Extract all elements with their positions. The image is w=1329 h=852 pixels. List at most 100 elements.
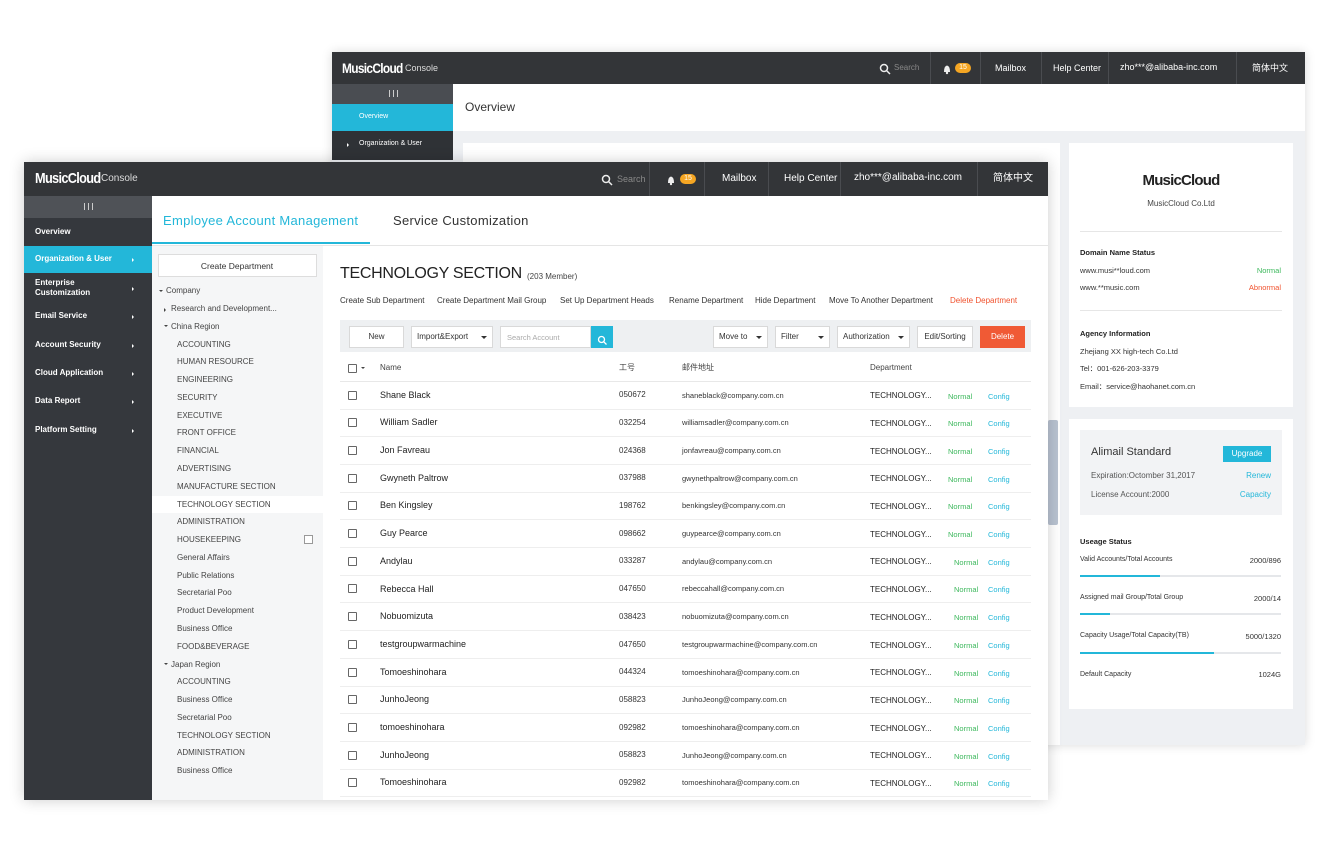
checkbox[interactable] [348, 418, 357, 428]
checkbox[interactable] [348, 722, 357, 732]
back-nav-item[interactable]: Overview [359, 112, 389, 120]
nav-item[interactable]: Account Security [35, 340, 101, 350]
config-link[interactable]: Config [988, 613, 1010, 623]
tree-item[interactable]: FINANCIAL [177, 446, 219, 456]
config-link[interactable]: Config [988, 696, 1010, 706]
tree-item[interactable]: ACCOUNTING [177, 339, 231, 349]
config-link[interactable]: Config [988, 640, 1010, 650]
tree-item[interactable]: Public Relations [177, 570, 235, 580]
checkbox[interactable] [348, 750, 357, 760]
new-button-label[interactable]: New [368, 332, 385, 342]
help-link[interactable]: Help Center [1053, 62, 1102, 73]
user-email[interactable]: zho***@alibaba-inc.com [854, 172, 962, 183]
tree-item[interactable]: Secretarial Poo [177, 712, 232, 722]
nav-item[interactable]: Data Report [35, 396, 81, 406]
department-action[interactable]: Hide Department [755, 296, 816, 306]
config-link[interactable]: Config [988, 419, 1010, 429]
filter-button-label[interactable]: Filter [781, 332, 799, 342]
delete-button-label[interactable]: Delete [990, 332, 1015, 342]
department-action[interactable]: Create Sub Department [340, 296, 425, 306]
nav-item[interactable]: Overview [35, 227, 71, 237]
config-link[interactable]: Config [988, 530, 1010, 539]
nav-item[interactable]: Cloud Application [35, 368, 104, 378]
nav-item[interactable]: Enterprise Customization [35, 278, 91, 297]
tree-item[interactable]: General Affairs [177, 552, 230, 562]
checkbox[interactable] [348, 639, 357, 649]
config-link[interactable]: Config [988, 779, 1010, 789]
checkbox[interactable] [348, 473, 357, 483]
checkbox[interactable] [348, 529, 357, 538]
config-link[interactable]: Config [988, 474, 1010, 484]
config-link[interactable]: Config [988, 751, 1010, 761]
tree-item[interactable]: China Region [171, 321, 220, 331]
config-link[interactable]: Config [988, 723, 1010, 733]
checkbox[interactable] [348, 667, 357, 677]
checkbox[interactable] [348, 363, 357, 373]
tree-item[interactable]: HUMAN RESOURCE [177, 357, 254, 367]
language-switch[interactable]: 简体中文 [1252, 62, 1289, 73]
tree-item[interactable]: Product Development [177, 606, 254, 616]
tab[interactable]: Service Customization [393, 213, 529, 229]
mailbox-link[interactable]: Mailbox [722, 173, 757, 184]
create-department-label[interactable]: Create Department [200, 260, 274, 271]
tree-item[interactable]: TECHNOLOGY SECTION [177, 730, 271, 740]
filter-button[interactable] [775, 326, 830, 348]
tree-item[interactable]: HOUSEKEEPING [177, 535, 242, 545]
config-link[interactable]: Config [988, 446, 1010, 456]
upgrade-label[interactable]: Upgrade [1231, 449, 1263, 459]
department-action[interactable]: Delete Department [950, 296, 1018, 306]
config-link[interactable]: Config [988, 391, 1010, 401]
upgrade-button[interactable] [1223, 446, 1271, 462]
tree-item[interactable]: Business Office [177, 624, 233, 634]
authorization-button[interactable] [837, 326, 910, 348]
create-department-button[interactable] [158, 254, 317, 277]
checkbox[interactable] [348, 778, 357, 788]
tree-item[interactable]: ENGINEERING [177, 375, 234, 385]
import-export-button[interactable] [411, 326, 493, 348]
checkbox[interactable] [348, 390, 357, 400]
language-switch[interactable]: 简体中文 [993, 173, 1033, 184]
tree-item[interactable]: ADMINISTRATION [177, 517, 245, 527]
checkbox[interactable] [348, 501, 357, 511]
search-link[interactable]: Search [617, 173, 646, 184]
search-placeholder[interactable]: Search Account [507, 332, 560, 342]
tree-item[interactable]: Business Office [177, 766, 233, 776]
department-action[interactable]: Create Department Mail Group [437, 296, 547, 306]
nav-item[interactable]: Platform Setting [35, 425, 97, 435]
back-nav-item[interactable]: Organization & User [359, 139, 423, 147]
import-export-button-label[interactable]: Import&Export [417, 332, 469, 342]
move-to-button-label[interactable]: Move to [719, 332, 748, 342]
renew-link[interactable]: Renew [1246, 471, 1271, 481]
config-link[interactable]: Config [988, 585, 1010, 595]
new-button[interactable] [349, 326, 404, 348]
tree-item[interactable]: ADMINISTRATION [177, 748, 245, 758]
checkbox[interactable] [348, 556, 357, 566]
checkbox[interactable] [348, 445, 357, 455]
tree-item[interactable]: FOOD&BEVERAGE [177, 641, 250, 651]
edit-sorting-button-label[interactable]: Edit/Sorting [924, 332, 966, 342]
department-action[interactable]: Rename Department [669, 296, 744, 306]
capacity-link[interactable]: Capacity [1239, 490, 1271, 500]
tree-item[interactable]: SECURITY [177, 392, 218, 402]
help-link[interactable]: Help Center [784, 173, 838, 184]
nav-item[interactable]: Organization & User [35, 254, 112, 264]
checkbox[interactable] [348, 695, 357, 705]
tree-item[interactable]: ADVERTISING [177, 464, 232, 473]
authorization-button-label[interactable]: Authorization [843, 332, 890, 342]
search-link[interactable]: Search [894, 63, 920, 73]
tree-item[interactable]: Japan Region [171, 659, 221, 669]
delete-button[interactable] [980, 326, 1025, 348]
config-link[interactable]: Config [988, 668, 1010, 678]
tab[interactable]: Employee Account Management [163, 213, 359, 229]
tree-item[interactable]: MANUFACTURE SECTION [177, 481, 276, 491]
tree-item[interactable]: Secretarial Poo [177, 588, 232, 598]
edit-sorting-button[interactable] [917, 326, 973, 348]
tree-item[interactable]: Company [166, 286, 201, 296]
tree-item[interactable]: EXECUTIVE [177, 410, 223, 420]
tree-item[interactable]: FRONT OFFICE [177, 428, 236, 438]
tree-item[interactable]: Research and Development... [171, 303, 277, 313]
nav-item[interactable]: Email Service [35, 311, 88, 321]
search-input[interactable] [500, 326, 591, 348]
department-action[interactable]: Move To Another Department [829, 296, 933, 306]
mailbox-link[interactable]: Mailbox [995, 62, 1027, 73]
